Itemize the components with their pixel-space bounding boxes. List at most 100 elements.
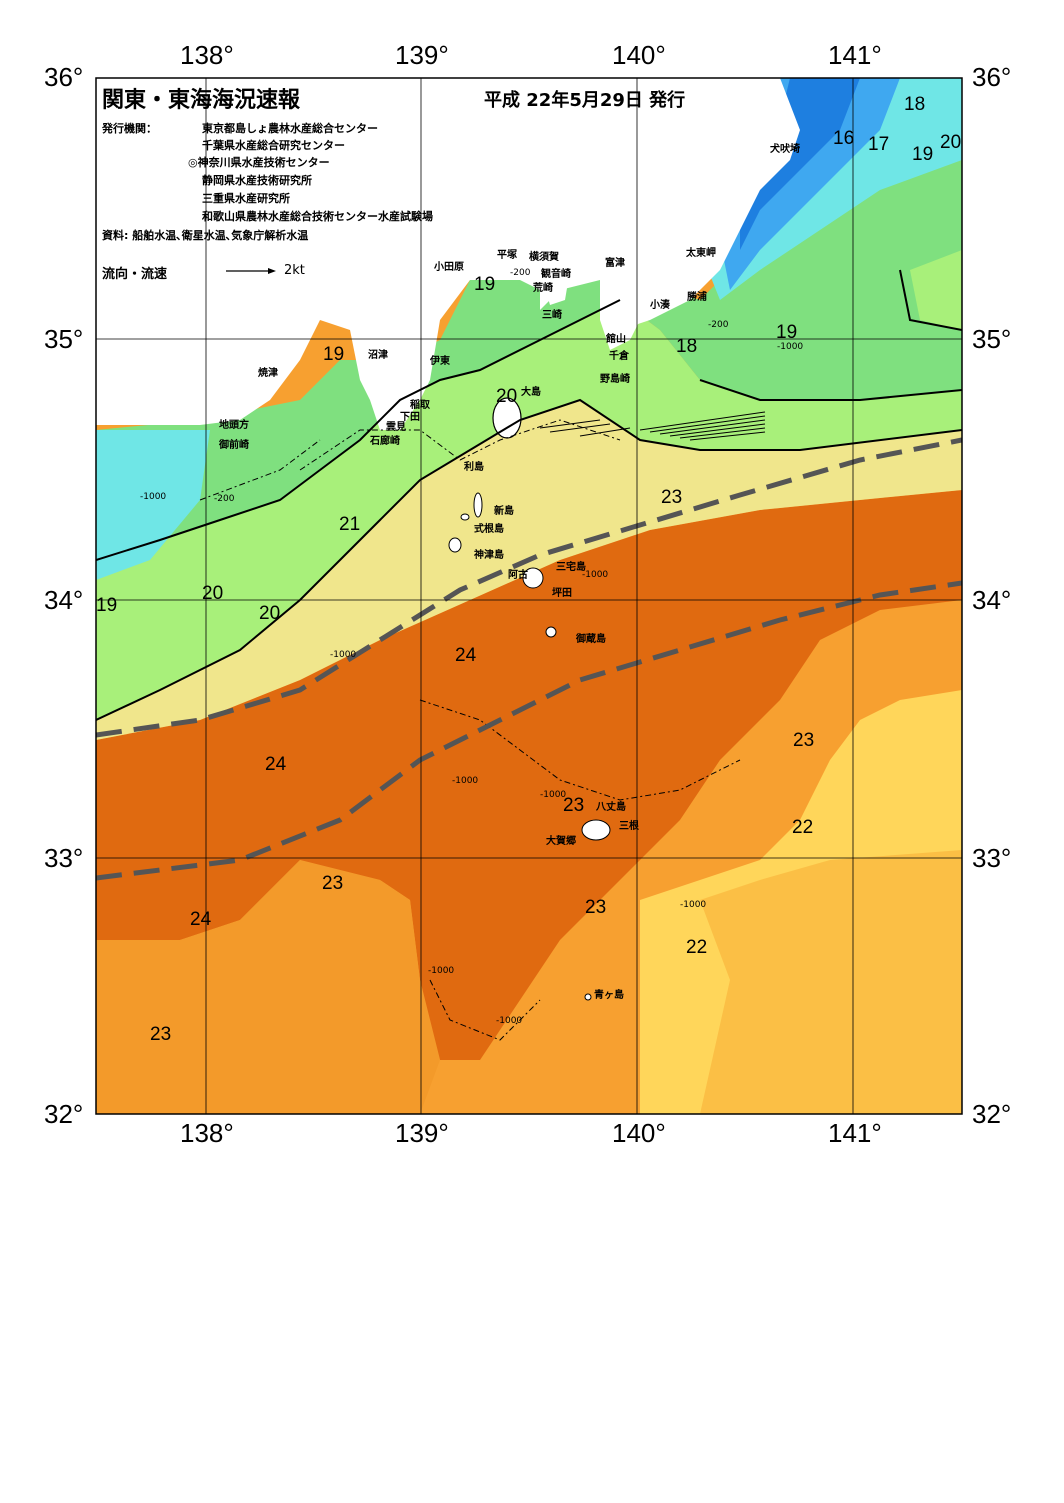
lat-tick-left-36: 36° bbox=[44, 62, 84, 92]
publisher-1: 東京都島しょ農林水産総合センター bbox=[202, 122, 378, 135]
depth-label: -1000 bbox=[540, 790, 567, 800]
place-jitogata: 地頭方 bbox=[219, 420, 249, 431]
place-arasaki: 荒崎 bbox=[533, 283, 553, 294]
lon-tick-top-141: 141° bbox=[828, 40, 882, 70]
isotherm-label: 17 bbox=[868, 134, 890, 155]
lat-tick-left-33: 33° bbox=[44, 843, 84, 873]
zone-17 bbox=[720, 78, 900, 290]
isotherm-label: 20 bbox=[496, 386, 518, 407]
zone-18-west bbox=[96, 430, 210, 580]
publisher-5: 三重県水産研究所 bbox=[202, 192, 290, 205]
isotherm-label: 23 bbox=[563, 795, 585, 816]
place-kominato: 小湊 bbox=[650, 300, 670, 311]
current-vectors bbox=[539, 411, 766, 441]
zone-20-east bbox=[910, 250, 962, 330]
publisher-6: 和歌山県農林水産総合技術センター水産試験場 bbox=[202, 210, 433, 223]
place-chikura: 千倉 bbox=[609, 351, 629, 362]
depth-contours bbox=[199, 419, 741, 1041]
land-boso bbox=[600, 220, 660, 350]
lat-tick-right-33: 33° bbox=[972, 843, 1012, 873]
place-yaizu: 焼津 bbox=[258, 368, 278, 379]
island-shikinejima bbox=[460, 513, 470, 521]
place-tateyama: 館山 bbox=[606, 334, 626, 345]
place-omaezaki: 御前崎 bbox=[219, 440, 249, 451]
isotherm-label: 19 bbox=[323, 344, 345, 365]
isotherm-label: 19 bbox=[96, 595, 118, 616]
publisher-4: 静岡県水産技術研究所 bbox=[202, 174, 312, 187]
isotherm-label: 16 bbox=[833, 128, 855, 149]
place-ito: 伊東 bbox=[430, 356, 450, 367]
place-numazu: 沼津 bbox=[368, 350, 388, 361]
publisher-3: ◎神奈川県水産技術センター bbox=[188, 156, 330, 169]
place-kumomi: 雲見 bbox=[386, 422, 406, 433]
temperature-zones bbox=[96, 78, 962, 1114]
isotherm-label: 23 bbox=[661, 487, 683, 508]
place-futtsu: 富津 bbox=[605, 258, 625, 269]
zone-16 bbox=[740, 78, 860, 250]
place-kannonzaki: 観音崎 bbox=[541, 269, 571, 280]
publisher-2: 千葉県水産総合研究センター bbox=[202, 139, 345, 152]
isotherm-label: 23 bbox=[793, 730, 815, 751]
place-hiratsuka: 平塚 bbox=[497, 250, 517, 261]
isotherm-label: 23 bbox=[150, 1024, 172, 1045]
isotherm-label: 20 bbox=[940, 132, 962, 153]
map-frame bbox=[95, 77, 963, 1115]
isotherm-label: 24 bbox=[455, 645, 477, 666]
island-aogashima bbox=[584, 993, 592, 1001]
place-taitomisaki: 太東岬 bbox=[686, 248, 716, 259]
page-title: 関東・東海海況速報 bbox=[102, 88, 301, 113]
current-legend-scale: 2kt bbox=[284, 263, 305, 278]
isotherm-label: 18 bbox=[676, 336, 698, 357]
land-miura bbox=[540, 270, 570, 305]
current-legend-arrowhead bbox=[268, 268, 276, 274]
place-okago: 大賀郷 bbox=[546, 836, 576, 847]
lat-tick-right-34: 34° bbox=[972, 585, 1012, 615]
place-odawara: 小田原 bbox=[434, 262, 464, 273]
zone-22b bbox=[700, 850, 962, 1114]
lon-tick-bottom-141: 141° bbox=[828, 1118, 882, 1148]
graticule bbox=[96, 78, 962, 1114]
place-mikurajima: 御蔵島 bbox=[576, 634, 606, 645]
isotherm-label: 19 bbox=[474, 274, 496, 295]
lat-tick-right-35: 35° bbox=[972, 324, 1012, 354]
isotherm-label: 24 bbox=[265, 754, 287, 775]
depth-label: -200 bbox=[510, 268, 531, 278]
place-miyakejima: 三宅島 bbox=[556, 562, 586, 573]
lat-tick-right-32: 32° bbox=[972, 1099, 1012, 1129]
isotherm-label: 20 bbox=[202, 583, 224, 604]
place-katsuura: 勝浦 bbox=[687, 292, 707, 303]
depth-label: -1000 bbox=[680, 900, 707, 910]
place-tsubota: 坪田 bbox=[552, 588, 572, 599]
data-sources: 資料: 船舶水温､衛星水温､気象庁解析水温 bbox=[102, 229, 309, 242]
isotherm-lines bbox=[96, 269, 962, 721]
isotherm-label: 20 bbox=[259, 603, 281, 624]
zone-20 bbox=[96, 300, 962, 720]
place-nojimazaki: 野島崎 bbox=[600, 374, 630, 385]
depth-label: -1000 bbox=[330, 650, 357, 660]
place-niijima: 新島 bbox=[494, 506, 514, 517]
depth-label: -200 bbox=[214, 494, 235, 504]
place-shikinejima: 式根島 bbox=[474, 524, 504, 535]
lon-tick-top-139: 139° bbox=[395, 40, 449, 70]
publisher-label: 発行機関： bbox=[102, 122, 157, 135]
lon-tick-bottom-140: 140° bbox=[612, 1118, 666, 1148]
island-hachijojima bbox=[581, 819, 611, 841]
depth-label: -1000 bbox=[496, 1016, 523, 1026]
depth-label: -1000 bbox=[428, 966, 455, 976]
place-yokosuka: 横須賀 bbox=[529, 252, 559, 263]
depth-label: -200 bbox=[708, 320, 729, 330]
depth-label: -1000 bbox=[582, 570, 609, 580]
place-misaki: 三崎 bbox=[542, 310, 562, 321]
lat-tick-left-34: 34° bbox=[44, 585, 84, 615]
island-kozushima bbox=[448, 537, 462, 553]
place-inubozaki: 犬吠埼 bbox=[770, 144, 800, 155]
isotherm-label: 19 bbox=[912, 144, 934, 165]
isotherm-label: 22 bbox=[686, 937, 708, 958]
zone-23-inner bbox=[96, 860, 440, 1114]
current-legend-label: 流向・流速 bbox=[102, 267, 168, 282]
place-irozaki: 石廊崎 bbox=[370, 436, 400, 447]
depth-label: -1000 bbox=[777, 342, 804, 352]
lon-tick-top-138: 138° bbox=[180, 40, 234, 70]
island-niijima bbox=[473, 492, 483, 518]
